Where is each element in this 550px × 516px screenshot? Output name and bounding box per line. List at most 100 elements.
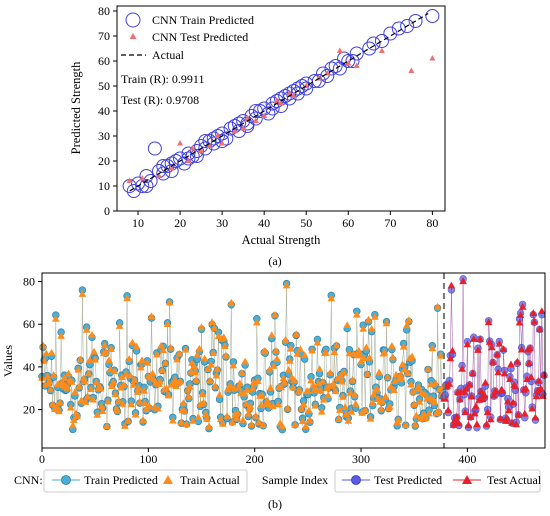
train-actual-point — [192, 375, 200, 383]
train-actual-point — [291, 421, 299, 428]
train-actual-point — [422, 414, 430, 421]
test-actual-point — [465, 380, 474, 388]
train-actual-point — [200, 354, 209, 362]
train-actual-point — [228, 418, 237, 426]
train-actual-point — [106, 365, 114, 373]
test-actual-point — [516, 311, 525, 318]
train-predicted-point — [374, 34, 389, 48]
train-actual-point — [125, 355, 133, 362]
train-actual-point — [360, 354, 368, 362]
train-actual-point — [120, 380, 128, 388]
test-actual-point — [521, 409, 529, 417]
train-actual-point — [279, 374, 288, 382]
train-actual-point — [347, 408, 356, 415]
train-actual-point — [143, 358, 152, 366]
test-actual-point — [531, 413, 540, 421]
test-actual-point — [461, 408, 469, 416]
train-actual-point — [234, 383, 243, 391]
train-actual-point — [81, 398, 90, 405]
train-actual-point — [63, 384, 72, 391]
train-predicted-point — [425, 9, 440, 23]
test-actual-point — [513, 357, 522, 365]
train-actual-point — [137, 363, 145, 371]
train-actual-point — [410, 400, 418, 407]
train-actual-point — [305, 406, 313, 414]
train-predicted-point — [332, 61, 347, 76]
train-actual-point — [148, 369, 157, 377]
legend-test-actual-label: Test Actual — [487, 473, 542, 487]
train-actual-point — [165, 298, 174, 306]
train-actual-point — [60, 373, 69, 381]
test-actual-point — [502, 414, 511, 421]
train-predicted-point — [198, 134, 213, 148]
train-actual-point — [270, 362, 278, 369]
train-actual-point — [259, 421, 267, 428]
train-actual-point — [286, 357, 294, 364]
train-actual-point — [57, 332, 65, 339]
test-actual-point — [476, 335, 484, 343]
test-actual-point — [459, 277, 467, 285]
x-tick-label: 200 — [246, 452, 264, 466]
train-actual-point — [132, 342, 141, 350]
train-actual-point — [97, 402, 106, 410]
test-predicted-point — [290, 92, 297, 98]
train-actual-point — [298, 417, 307, 425]
train-actual-point — [104, 397, 112, 405]
train-predicted-point — [231, 116, 246, 131]
train-actual-point — [240, 389, 248, 397]
legend-test-predicted-marker — [351, 475, 361, 485]
train-actual-point — [108, 382, 116, 389]
legend-train-actual-label: Train Actual — [180, 473, 241, 487]
series-marks — [38, 275, 548, 434]
train-actual-point — [161, 358, 170, 366]
test-actual-point — [485, 338, 494, 345]
train-actual-point — [434, 407, 443, 415]
train-predicted-point — [126, 184, 141, 198]
x-tick-label: 60 — [342, 216, 354, 230]
train-actual-point — [189, 417, 197, 424]
train-predicted-point — [215, 134, 230, 148]
x-tick-label: 20 — [174, 216, 186, 230]
train-actual-point — [207, 360, 215, 368]
train-actual-point — [405, 316, 413, 323]
train-actual-point — [195, 344, 204, 352]
y-tick-label: 80 — [23, 275, 35, 289]
y-tick-label: 70 — [98, 29, 110, 43]
train-actual-point — [171, 375, 179, 383]
train-actual-point — [365, 353, 374, 361]
train-actual-point — [100, 341, 109, 349]
test-actual-point — [526, 344, 534, 352]
train-actual-point — [307, 376, 315, 384]
train-actual-point — [326, 368, 334, 376]
train-predicted-point — [324, 61, 339, 76]
train-actual-point — [83, 392, 92, 400]
train-predicted-point — [295, 79, 310, 93]
legend-train-marker — [125, 12, 141, 28]
train-actual-point — [375, 368, 383, 376]
legend-cnn-prefix: CNN: — [14, 473, 43, 487]
train-actual-point — [246, 402, 255, 410]
train-actual-point — [190, 362, 198, 370]
test-predicted-point — [126, 177, 133, 183]
train-actual-point — [39, 341, 47, 349]
test-actual-point — [534, 377, 543, 384]
train-actual-point — [43, 372, 52, 380]
test-predicted-point — [252, 117, 259, 123]
train-predicted-point — [341, 54, 356, 68]
test-predicted-point — [244, 115, 251, 121]
test-actual-point — [458, 365, 466, 372]
train-actual-point — [343, 321, 351, 328]
train-predicted-point — [210, 129, 225, 143]
train-actual-point — [370, 390, 378, 398]
test-actual-point — [456, 395, 464, 403]
train-predicted-point — [139, 169, 154, 183]
test-actual-point — [536, 384, 545, 392]
train-actual-point — [295, 386, 304, 394]
test-actual-point — [518, 302, 527, 310]
train-predicted-point — [206, 131, 221, 146]
train-predicted-point — [299, 81, 314, 96]
train-actual-point — [296, 345, 305, 353]
scatter-panel: 10 20 30 40 50 60 70 80 0 10 20 30 40 50 60 70 80 Actua… — [69, 4, 446, 268]
train-actual-point — [306, 416, 314, 423]
train-actual-point — [162, 384, 171, 392]
